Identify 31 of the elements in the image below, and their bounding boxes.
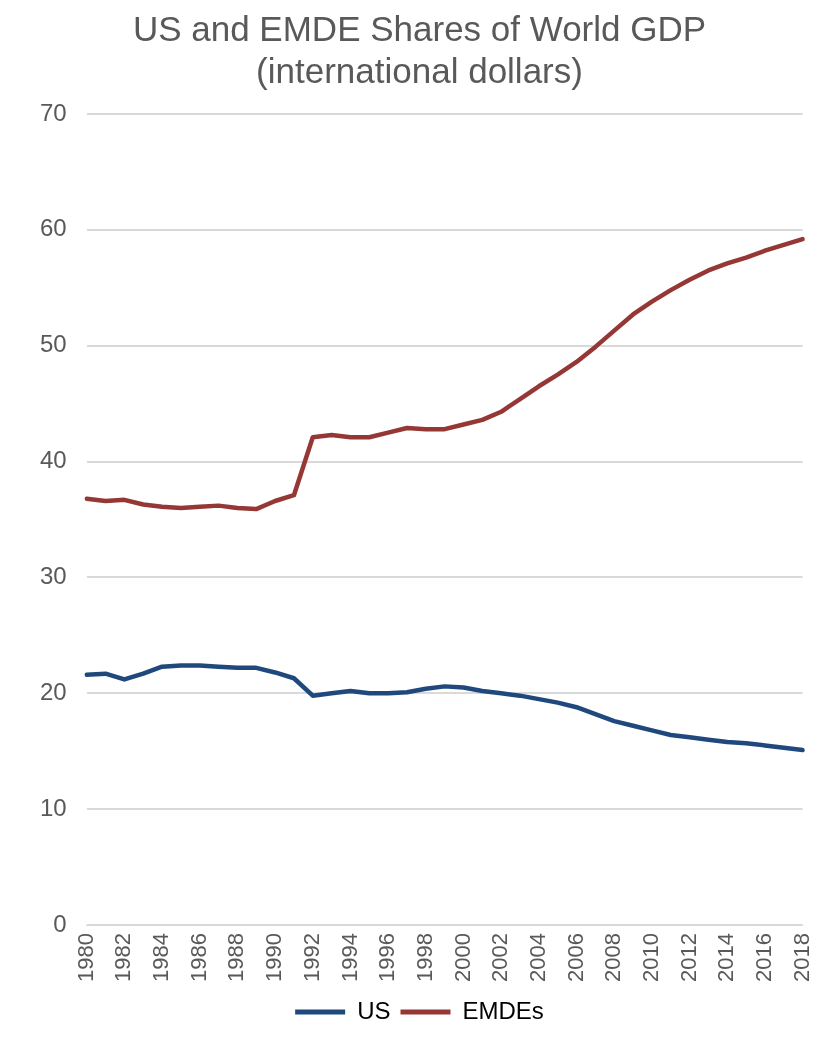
- legend-label: US: [357, 996, 391, 1024]
- x-tick-label: 1986: [185, 933, 211, 983]
- legend-label: EMDEs: [462, 996, 544, 1024]
- y-tick-label: 20: [39, 677, 67, 705]
- x-tick-label: 1988: [223, 933, 249, 983]
- x-tick-label: 1980: [72, 933, 98, 983]
- y-tick-label: 30: [39, 562, 67, 590]
- x-tick-label: 1996: [374, 933, 400, 983]
- x-tick-label: 2018: [788, 933, 814, 983]
- x-tick-label: 2008: [600, 933, 626, 983]
- x-tick-label: 1982: [110, 933, 136, 983]
- y-tick-label: 50: [39, 330, 67, 358]
- x-tick-label: 2012: [675, 933, 701, 983]
- x-tick-label: 1994: [336, 933, 362, 983]
- x-tick-label: 2006: [562, 933, 588, 983]
- x-tick-label: 2000: [449, 933, 475, 983]
- chart-title: US and EMDE Shares of World GDP (international dollars): [132, 8, 707, 90]
- y-tick-label: 10: [39, 793, 67, 821]
- x-tick-label: 2002: [487, 933, 513, 983]
- y-tick-label: 0: [53, 909, 67, 937]
- x-tick-label: 1990: [261, 933, 287, 983]
- x-tick-label: 1998: [411, 933, 437, 983]
- y-tick-label: 70: [39, 98, 67, 126]
- x-tick-label: 2004: [524, 933, 550, 983]
- y-tick-label: 40: [39, 446, 67, 474]
- y-tick-label: 60: [39, 214, 67, 242]
- x-tick-label: 1992: [298, 933, 324, 983]
- x-tick-label: 2014: [713, 933, 739, 983]
- x-tick-label: 1984: [148, 933, 174, 983]
- x-tick-label: 2016: [750, 933, 776, 983]
- x-tick-label: 2010: [637, 933, 663, 983]
